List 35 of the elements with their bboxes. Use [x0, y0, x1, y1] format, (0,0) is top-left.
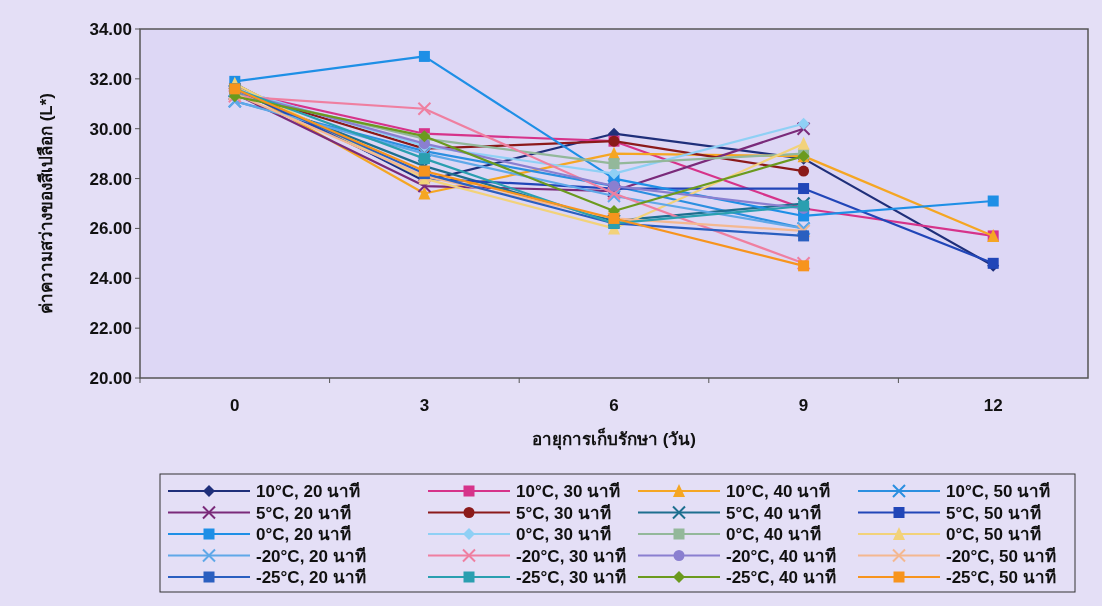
x-tick-label: 3: [419, 396, 430, 415]
legend-label: 0°C, 50 นาที: [946, 524, 1041, 544]
y-tick-label: 26.00: [89, 219, 132, 239]
legend-label: 0°C, 30 นาที: [516, 524, 611, 544]
legend-label: 10°C, 50 นาที: [946, 481, 1051, 501]
x-axis-title: อายุการเก็บรักษา (วัน): [531, 427, 697, 450]
y-tick-label: 22.00: [89, 319, 132, 339]
y-tick-label: 24.00: [89, 269, 132, 289]
y-tick-label: 32.00: [89, 69, 132, 89]
legend-label: 5°C, 20 นาที: [256, 502, 351, 523]
legend-label: -25°C, 20 นาที: [256, 567, 366, 587]
x-tick-label: 12: [983, 396, 1003, 415]
legend-label: -20°C, 40 นาที: [726, 545, 836, 566]
y-tick-label: 20.00: [89, 369, 132, 388]
x-tick-label: 9: [798, 396, 809, 415]
x-tick-label: 6: [609, 396, 619, 415]
legend-label: 5°C, 50 นาที: [946, 502, 1041, 523]
legend-label: -20°C, 50 นาที: [946, 545, 1056, 566]
y-tick-label: 34.00: [89, 20, 132, 39]
y-axis-title: ค่าความสว่างของสีเปลือก (L*): [36, 92, 56, 315]
legend-label: -25°C, 30 นาที: [516, 567, 626, 587]
legend-label: 0°C, 40 นาที: [726, 524, 821, 544]
legend-label: 10°C, 40 นาที: [726, 481, 831, 501]
legend-label: 10°C, 20 นาที: [256, 481, 361, 501]
legend-label: -25°C, 50 นาที: [946, 567, 1056, 587]
legend-label: 5°C, 30 นาที: [516, 502, 611, 523]
legend-label: 5°C, 40 นาที: [726, 502, 821, 523]
y-tick-label: 30.00: [89, 119, 132, 139]
y-tick-label: 28.00: [89, 169, 132, 189]
legend-label: -20°C, 20 นาที: [256, 545, 366, 566]
legend-label: -20°C, 30 นาที: [516, 545, 626, 566]
x-tick-label: 0: [230, 396, 240, 415]
legend-label: 10°C, 30 นาที: [516, 481, 621, 501]
legend-label: 0°C, 20 นาที: [256, 524, 351, 544]
legend-label: -25°C, 40 นาที: [726, 567, 836, 587]
